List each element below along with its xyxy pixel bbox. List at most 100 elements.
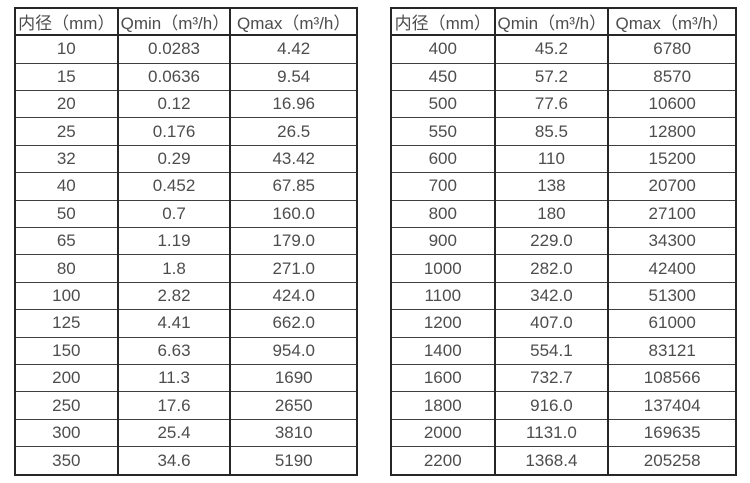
column-header-diameter: 内径（mm）	[14, 7, 119, 36]
table-cell: 800	[390, 199, 496, 229]
header-row: 内径（mm） Qmin（m³/h） Qmax（m³/h）	[390, 7, 737, 36]
table-cell: 0.12	[116, 89, 232, 119]
table-cell: 27100	[607, 199, 737, 229]
table-cell: 250	[14, 391, 119, 420]
table-row: 400 45.2 6780	[390, 34, 737, 64]
table-cell: 42400	[607, 254, 737, 283]
table-row: 800 180 27100	[390, 199, 737, 229]
table-cell: 300	[14, 418, 119, 448]
table-cell: 205258	[607, 446, 737, 476]
table-cell: 1368.4	[493, 446, 610, 476]
table-row: 125 4.41 662.0	[14, 309, 358, 338]
table-cell: 15200	[607, 144, 737, 174]
table-row: 1100 342.0 51300	[390, 281, 737, 311]
table-row: 1000 282.0 42400	[390, 254, 737, 283]
column-header-qmax: Qmax（m³/h）	[607, 7, 737, 36]
table-cell: 662.0	[229, 309, 358, 338]
table-cell: 67.85	[229, 172, 358, 201]
table-cell: 500	[390, 89, 496, 119]
table-row: 50 0.7 160.0	[14, 199, 358, 229]
table-cell: 6.63	[116, 336, 232, 366]
table-cell: 10600	[607, 89, 737, 119]
table-row: 100 2.82 424.0	[14, 281, 358, 311]
table-cell: 20	[14, 89, 119, 119]
table-cell: 732.7	[493, 364, 610, 393]
table-cell: 1.8	[116, 254, 232, 283]
table-cell: 43.42	[229, 144, 358, 174]
column-header-qmin: Qmin（m³/h）	[116, 7, 232, 36]
table-row: 550 85.5 12800	[390, 117, 737, 146]
table-cell: 600	[390, 144, 496, 174]
table-cell: 25.4	[116, 418, 232, 448]
table-row: 10 0.0283 4.42	[14, 34, 358, 64]
table-row: 500 77.6 10600	[390, 89, 737, 119]
table-cell: 0.7	[116, 199, 232, 229]
table-row: 80 1.8 271.0	[14, 254, 358, 283]
table-cell: 407.0	[493, 309, 610, 338]
table-cell: 1600	[390, 364, 496, 393]
table-cell: 1131.0	[493, 418, 610, 448]
table-cell: 2200	[390, 446, 496, 476]
table-row: 350 34.6 5190	[14, 446, 358, 476]
table-cell: 10	[14, 34, 119, 64]
table-row: 200 11.3 1690	[14, 364, 358, 393]
table-cell: 180	[493, 199, 610, 229]
table-cell: 342.0	[493, 281, 610, 311]
table-cell: 954.0	[229, 336, 358, 366]
table-row: 25 0.176 26.5	[14, 117, 358, 146]
table-cell: 3810	[229, 418, 358, 448]
table-cell: 1690	[229, 364, 358, 393]
table-cell: 271.0	[229, 254, 358, 283]
table-cell: 4.41	[116, 309, 232, 338]
table-row: 700 138 20700	[390, 172, 737, 201]
table-cell: 100	[14, 281, 119, 311]
table-cell: 700	[390, 172, 496, 201]
table-cell: 45.2	[493, 34, 610, 64]
table-row: 250 17.6 2650	[14, 391, 358, 420]
table-cell: 4.42	[229, 34, 358, 64]
table-cell: 85.5	[493, 117, 610, 146]
table-cell: 34300	[607, 226, 737, 256]
table-row: 20 0.12 16.96	[14, 89, 358, 119]
table-cell: 12800	[607, 117, 737, 146]
table-cell: 57.2	[493, 62, 610, 91]
table-cell: 1400	[390, 336, 496, 366]
table-row: 1400 554.1 83121	[390, 336, 737, 366]
table-row: 1200 407.0 61000	[390, 309, 737, 338]
table-cell: 15	[14, 62, 119, 91]
table-cell: 2650	[229, 391, 358, 420]
table-cell: 0.176	[116, 117, 232, 146]
table-row: 450 57.2 8570	[390, 62, 737, 91]
table-row: 300 25.4 3810	[14, 418, 358, 448]
column-header-diameter: 内径（mm）	[390, 7, 496, 36]
table-cell: 20700	[607, 172, 737, 201]
table-cell: 282.0	[493, 254, 610, 283]
table-cell: 150	[14, 336, 119, 366]
table-cell: 350	[14, 446, 119, 476]
table-cell: 25	[14, 117, 119, 146]
table-cell: 125	[14, 309, 119, 338]
table-cell: 400	[390, 34, 496, 64]
table-cell: 6780	[607, 34, 737, 64]
table-cell: 137404	[607, 391, 737, 420]
table-cell: 26.5	[229, 117, 358, 146]
table-row: 32 0.29 43.42	[14, 144, 358, 174]
header-row: 内径（mm） Qmin（m³/h） Qmax（m³/h）	[14, 7, 358, 36]
table-row: 15 0.0636 9.54	[14, 62, 358, 91]
table-cell: 0.452	[116, 172, 232, 201]
table-cell: 61000	[607, 309, 737, 338]
table-cell: 160.0	[229, 199, 358, 229]
table-cell: 110	[493, 144, 610, 174]
table-cell: 1800	[390, 391, 496, 420]
table-cell: 138	[493, 172, 610, 201]
table-row: 600 110 15200	[390, 144, 737, 174]
table-row: 1800 916.0 137404	[390, 391, 737, 420]
flow-rate-table-large-diameters: 内径（mm） Qmin（m³/h） Qmax（m³/h） 400 45.2 6780…	[390, 7, 737, 476]
table-cell: 0.29	[116, 144, 232, 174]
table-cell: 550	[390, 117, 496, 146]
table-cell: 17.6	[116, 391, 232, 420]
column-header-qmax: Qmax（m³/h）	[229, 7, 358, 36]
table-row: 900 229.0 34300	[390, 226, 737, 256]
table-cell: 83121	[607, 336, 737, 366]
table-cell: 80	[14, 254, 119, 283]
